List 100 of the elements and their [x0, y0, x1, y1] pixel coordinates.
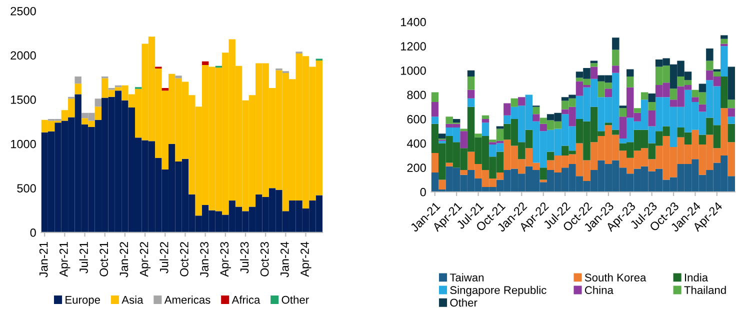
bar: [713, 72, 721, 76]
y-tick-label: 1500: [11, 96, 36, 104]
bar: [467, 98, 475, 107]
bar: [720, 38, 728, 44]
x-tick-label: Jul-23: [240, 242, 249, 274]
y-tick-label: 0: [420, 188, 426, 196]
legend-label: Taiwan: [450, 273, 484, 282]
bar: [518, 97, 526, 106]
bar: [540, 168, 547, 180]
bar: [504, 103, 511, 116]
bar: [590, 63, 598, 67]
x-tick-label: Apr-21: [59, 242, 70, 277]
bar: [728, 116, 735, 124]
bar: [74, 76, 82, 84]
bar: [692, 97, 699, 102]
bar: [720, 46, 728, 76]
bar: [431, 92, 438, 102]
bar: [482, 115, 490, 120]
y-tick-label: 1000: [11, 140, 36, 148]
x-tick-label: Oct-23: [260, 242, 269, 276]
y-tick-label: 400: [406, 139, 426, 148]
y-tick-label: 2000: [10, 51, 36, 60]
bar: [474, 134, 482, 138]
bar: [431, 153, 438, 172]
legend-label: South Korea: [584, 273, 646, 282]
bar: [728, 66, 735, 100]
bar: [670, 88, 678, 100]
bar: [604, 88, 612, 98]
bar: [713, 69, 721, 72]
bar: [175, 76, 182, 78]
bar: [648, 102, 656, 111]
bar: [438, 140, 446, 144]
bar: [698, 134, 706, 145]
y-tick-label: 800: [407, 90, 426, 100]
bar: [612, 50, 620, 66]
bar: [438, 180, 446, 190]
bar: [706, 48, 714, 61]
legend-label: India: [684, 273, 708, 282]
legend-label: Americas: [164, 296, 210, 304]
legend-label: Asia: [122, 296, 144, 304]
legend-label: Europe: [66, 296, 100, 306]
y-tick-label: 1000: [401, 66, 426, 75]
bar: [698, 84, 706, 92]
bar: [640, 92, 648, 100]
bar: [467, 90, 475, 98]
bar: [162, 88, 168, 91]
y-tick-label: 200: [407, 164, 426, 172]
legend-label: Other: [282, 296, 309, 304]
bar: [634, 108, 641, 113]
bar: [467, 76, 475, 90]
bar: [446, 162, 453, 166]
bar: [648, 94, 656, 102]
bar: [728, 108, 735, 117]
bar: [460, 131, 468, 148]
bar: [452, 119, 460, 123]
bar: [720, 35, 728, 39]
bar: [532, 114, 540, 122]
bar: [626, 69, 634, 76]
bar: [94, 98, 102, 107]
bar: [619, 108, 627, 117]
bar: [604, 122, 612, 126]
bar: [728, 124, 735, 142]
bar: [438, 134, 446, 138]
legend-label: China: [584, 286, 614, 294]
bar: [720, 76, 728, 108]
legend-label: Africa: [232, 296, 260, 304]
legend-label: Singapore Republic: [450, 286, 546, 296]
x-tick-label: Jan-21: [39, 242, 48, 278]
bar: [626, 76, 634, 88]
bar: [540, 124, 547, 132]
bar: [431, 116, 438, 124]
y-tick-label: 2500: [10, 6, 36, 16]
bar: [720, 44, 728, 46]
bar: [510, 98, 518, 107]
y-tick-label: 500: [17, 184, 36, 193]
bar: [728, 100, 735, 108]
bar: [612, 38, 620, 50]
bar: [482, 119, 490, 123]
x-tick-label: Jul-21: [79, 242, 88, 274]
y-tick-label: 1400: [401, 18, 426, 26]
bar: [619, 106, 627, 108]
bar: [612, 130, 620, 135]
legend-label: Thailand: [684, 286, 726, 294]
y-tick-label: 600: [407, 115, 426, 124]
y-tick-label: 1200: [401, 42, 426, 51]
x-tick-label: Apr-24: [300, 242, 312, 277]
bar: [460, 128, 468, 132]
x-tick-label: Jan-24: [280, 242, 289, 278]
bar: [590, 66, 598, 79]
x-tick-label: Oct-22: [180, 242, 188, 276]
x-tick-label: Apr-22: [140, 242, 151, 277]
bar: [532, 106, 540, 114]
bar: [467, 70, 475, 76]
bar: [612, 66, 620, 73]
x-tick-label: Oct-21: [100, 242, 108, 276]
bar: [648, 110, 656, 126]
bar: [202, 61, 209, 65]
bar: [94, 106, 102, 120]
legend-label: Other: [450, 298, 478, 307]
y-tick-label: 0: [30, 228, 36, 237]
